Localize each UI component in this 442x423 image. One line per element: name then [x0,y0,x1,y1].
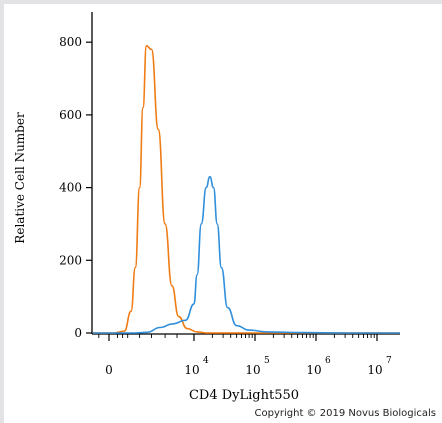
x-tick-label: 10 [367,363,382,377]
x-tick-label: 10 [184,363,199,377]
x-tick-label: 10 [306,363,321,377]
y-tick-label: 400 [59,181,82,195]
x-tick-exponent: 7 [386,356,392,366]
y-axis-title: Relative Cell Number [13,112,27,244]
x-axis-title: CD4 DyLight550 [189,388,299,403]
y-tick-label: 0 [74,326,82,340]
x-tick-exponent: 5 [264,356,270,366]
x-tick-exponent: 4 [203,356,209,366]
series-line-1 [93,44,400,334]
flow-cytometry-histogram: 0 200 400 600 800 0 10 4 10 5 10 6 10 7 CD4 DyLight550… [13,12,401,403]
x-tick-label: 0 [105,363,113,377]
x-tick-exponent: 6 [325,356,331,366]
y-tick-label: 800 [59,35,82,49]
y-tick-label: 600 [59,108,82,122]
y-tick-label: 200 [59,253,82,267]
series-line-2 [93,175,401,334]
x-tick-label: 10 [245,363,260,377]
copyright-note: Copyright © 2019 Novus Biologicals [254,408,436,419]
